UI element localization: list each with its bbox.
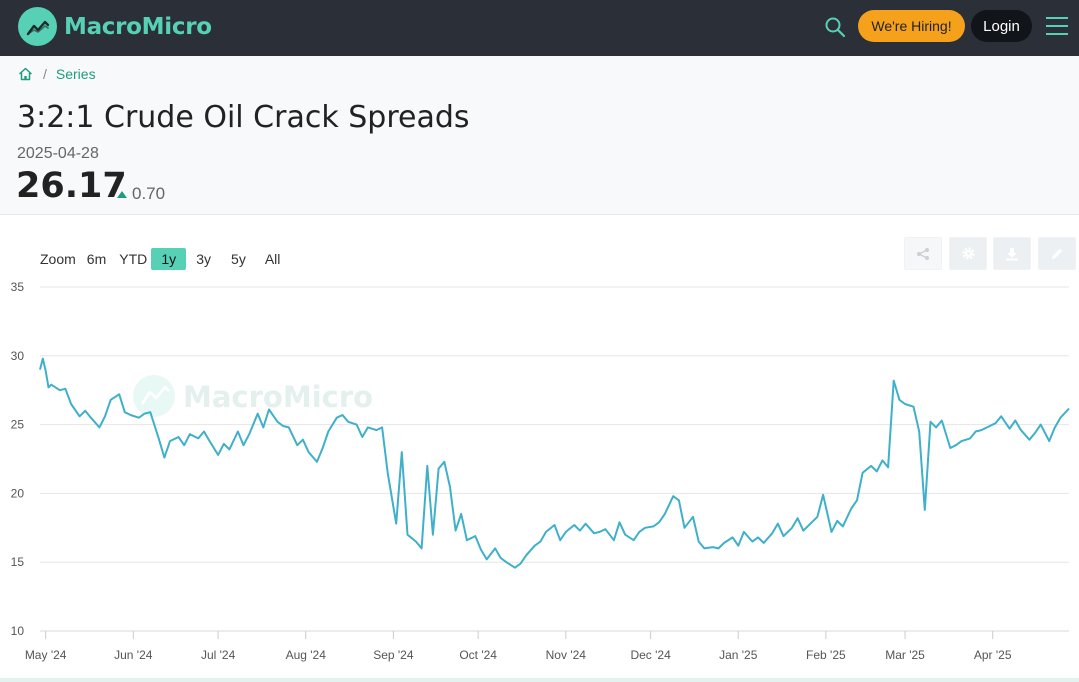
chart-grid (40, 286, 1069, 632)
x-tick-label: Dec '24 (630, 648, 671, 662)
y-tick-label: 15 (11, 555, 25, 569)
x-tick-label: Feb '25 (806, 648, 846, 662)
breadcrumb: / Series (18, 66, 96, 82)
top-navbar: MacroMicro We're Hiring! Login (0, 0, 1079, 56)
zoom-controls: Zoom 6m YTD 1y 3y 5y All (40, 248, 280, 270)
logo-text: MacroMicro (64, 13, 212, 40)
value-change: 0.70 (117, 184, 165, 204)
x-tick-label: Jul '24 (201, 648, 236, 662)
macromicro-logo[interactable]: MacroMicro (18, 7, 212, 46)
zoom-3y-button[interactable]: 3y (196, 251, 212, 267)
y-tick-label: 20 (11, 486, 25, 500)
x-tick-label: Jan '25 (719, 648, 758, 662)
zoom-5y-button[interactable]: 5y (231, 251, 246, 267)
settings-button[interactable] (949, 237, 987, 270)
x-tick-label: Mar '25 (885, 648, 925, 662)
logo-chart-icon (18, 7, 57, 46)
change-amount: 0.70 (132, 184, 166, 203)
x-tick-label: Nov '24 (546, 648, 587, 662)
share-icon (917, 247, 929, 260)
page-title: 3:2:1 Crude Oil Crack Spreads (17, 100, 470, 135)
y-tick-label: 10 (11, 624, 25, 638)
download-button[interactable] (993, 237, 1031, 270)
y-tick-label: 35 (11, 280, 25, 294)
latest-value: 26.17 (16, 166, 127, 206)
home-icon[interactable] (18, 67, 33, 81)
caret-up-icon (117, 190, 127, 198)
breadcrumb-separator: / (43, 66, 47, 82)
x-tick-label: Apr '25 (974, 648, 1012, 662)
y-tick-label: 25 (11, 418, 25, 432)
share-button[interactable] (904, 237, 942, 270)
x-tick-label: May '24 (25, 648, 67, 662)
latest-date: 2025-04-28 (17, 145, 99, 162)
x-tick-label: Aug '24 (286, 648, 327, 662)
download-icon (1006, 247, 1018, 260)
y-tick-label: 30 (11, 349, 25, 363)
breadcrumb-series-link[interactable]: Series (55, 66, 96, 82)
x-tick-label: Sep '24 (373, 648, 414, 662)
x-tick-label: Jun '24 (114, 648, 153, 662)
y-axis-ticks: 10 15 20 25 30 35 (11, 280, 25, 638)
zoom-ytd-button[interactable]: YTD (119, 251, 148, 267)
x-tick-label: Oct '24 (459, 648, 497, 662)
series-header (0, 56, 1079, 215)
series-line (39, 357, 1070, 569)
bottom-divider (0, 678, 1079, 682)
zoom-all-button[interactable]: All (264, 251, 281, 267)
zoom-6m-button[interactable]: 6m (86, 251, 107, 267)
login-button[interactable]: Login (971, 10, 1032, 42)
edit-button[interactable] (1038, 237, 1076, 270)
crack-spread-line-chart[interactable]: MacroMicro 10 15 20 25 30 35 May '24 Jun '24 Ju… (0, 270, 1079, 670)
macromicro-watermark: MacroMicro (133, 375, 373, 417)
gear-icon (961, 247, 975, 260)
watermark-text: MacroMicro (183, 380, 373, 414)
were-hiring-button[interactable]: We're Hiring! (858, 10, 965, 42)
zoom-label: Zoom (40, 251, 76, 267)
search-icon[interactable] (824, 16, 846, 38)
x-axis-ticks: May '24 Jun '24 Jul '24 Aug '24 Sep '24 Oct '… (25, 631, 1012, 662)
hamburger-menu-icon[interactable] (1045, 15, 1069, 37)
zoom-1y-button[interactable]: 1y (151, 248, 187, 270)
pencil-icon (1052, 248, 1063, 259)
